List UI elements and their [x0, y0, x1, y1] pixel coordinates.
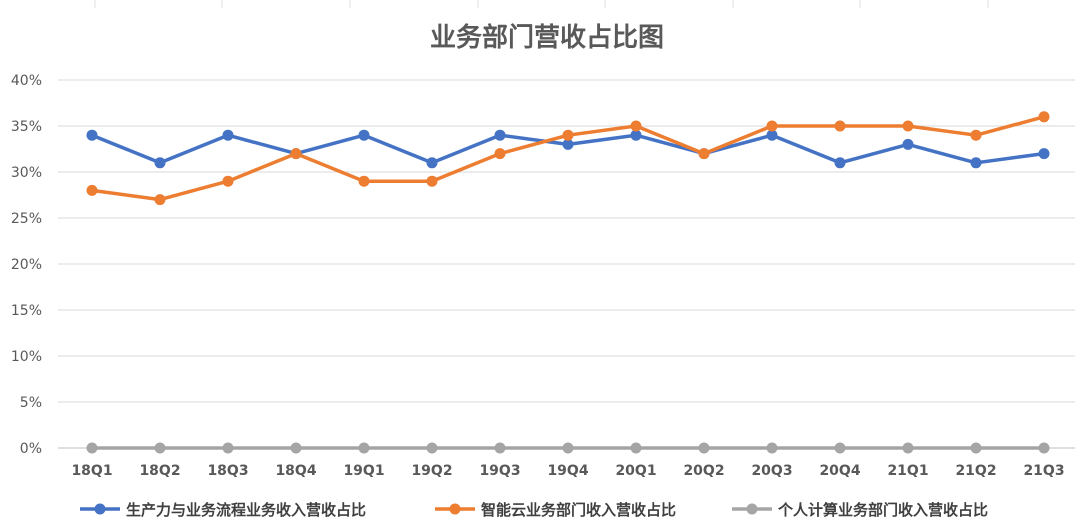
- series-line-2: [90, 115, 1046, 202]
- legend: 生产力与业务流程业务收入营收占比 智能云业务部门收入营收占比 个人计算业务部门收入营…: [80, 501, 988, 519]
- series-2: [86, 111, 1050, 206]
- data-point: [426, 157, 438, 169]
- data-point: [154, 194, 166, 206]
- data-point: [902, 120, 914, 132]
- data-point: [1038, 148, 1050, 160]
- x-tick-label: 20Q3: [751, 463, 792, 479]
- data-point: [154, 442, 166, 454]
- data-point: [834, 120, 846, 132]
- x-tick-label: 20Q1: [615, 463, 656, 479]
- y-axis: 0% 5% 10% 15% 20% 25% 30% 35% 40%: [11, 73, 42, 457]
- data-point: [86, 442, 98, 454]
- y-tick-label: 15%: [11, 303, 42, 319]
- data-point: [562, 138, 574, 150]
- legend-label: 个人计算业务部门收入营收占比: [777, 501, 988, 519]
- data-point: [970, 442, 982, 454]
- legend-label: 生产力与业务流程业务收入营收占比: [126, 501, 366, 519]
- data-point: [834, 157, 846, 169]
- x-tick-label: 21Q1: [887, 463, 928, 479]
- y-tick-label: 40%: [11, 73, 42, 89]
- x-tick-label: 18Q3: [207, 463, 248, 479]
- data-point: [766, 442, 778, 454]
- y-tick-label: 5%: [20, 395, 42, 411]
- x-tick-label: 20Q2: [683, 463, 724, 479]
- data-point: [86, 184, 98, 196]
- y-tick-label: 20%: [11, 257, 42, 273]
- data-point: [426, 175, 438, 187]
- series-layer: [86, 111, 1050, 454]
- data-point: [902, 138, 914, 150]
- chart-title: 业务部门营收占比图: [430, 23, 664, 53]
- data-point: [494, 129, 506, 141]
- data-point: [222, 442, 234, 454]
- x-tick-label: 20Q4: [819, 463, 860, 479]
- legend-item-1: 生产力与业务流程业务收入营收占比: [80, 501, 366, 519]
- legend-swatch-marker: [449, 503, 461, 515]
- data-point: [630, 120, 642, 132]
- data-point: [698, 442, 710, 454]
- data-point: [698, 148, 710, 160]
- data-point: [154, 157, 166, 169]
- y-tick-label: 35%: [11, 119, 42, 135]
- data-point: [834, 442, 846, 454]
- data-point: [358, 442, 370, 454]
- data-point: [290, 148, 302, 160]
- data-point: [562, 442, 574, 454]
- gridlines: [58, 79, 1075, 449]
- x-tick-label: 19Q4: [547, 463, 588, 479]
- legend-swatch-marker: [746, 503, 758, 515]
- x-tick-label: 19Q1: [343, 463, 384, 479]
- data-point: [766, 120, 778, 132]
- data-point: [86, 129, 98, 141]
- x-tick-label: 21Q3: [1023, 463, 1064, 479]
- x-tick-label: 19Q2: [411, 463, 452, 479]
- x-tick-label: 18Q1: [71, 463, 112, 479]
- y-tick-label: 10%: [11, 349, 42, 365]
- legend-swatch-marker: [94, 503, 106, 515]
- top-divider-ticks: [94, 0, 989, 8]
- data-point: [358, 175, 370, 187]
- legend-item-3: 个人计算业务部门收入营收占比: [732, 501, 988, 519]
- data-point: [426, 442, 438, 454]
- data-point: [630, 442, 642, 454]
- data-point: [630, 129, 642, 141]
- data-point: [1038, 442, 1050, 454]
- data-point: [494, 148, 506, 160]
- x-tick-label: 18Q2: [139, 463, 180, 479]
- data-point: [562, 129, 574, 141]
- legend-item-2: 智能云业务部门收入营收占比: [435, 501, 676, 519]
- y-tick-label: 30%: [11, 165, 42, 181]
- data-point: [1038, 111, 1050, 123]
- data-point: [766, 129, 778, 141]
- data-point: [290, 442, 302, 454]
- x-tick-label: 18Q4: [275, 463, 316, 479]
- data-point: [358, 129, 370, 141]
- data-point: [222, 175, 234, 187]
- data-point: [970, 129, 982, 141]
- legend-label: 智能云业务部门收入营收占比: [481, 501, 676, 519]
- data-point: [970, 157, 982, 169]
- series-3: [86, 442, 1050, 454]
- data-point: [902, 442, 914, 454]
- x-tick-label: 21Q2: [955, 463, 996, 479]
- data-point: [494, 442, 506, 454]
- data-point: [222, 129, 234, 141]
- x-tick-label: 19Q3: [479, 463, 520, 479]
- y-tick-label: 0%: [20, 441, 42, 457]
- y-tick-label: 25%: [11, 211, 42, 227]
